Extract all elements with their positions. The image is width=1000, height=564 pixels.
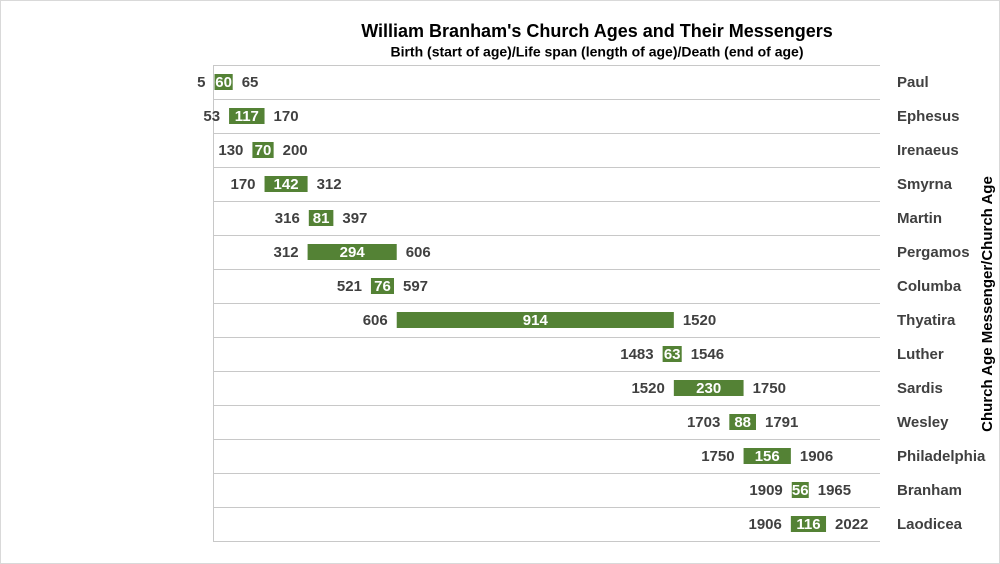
end-label: 170 (274, 108, 299, 125)
bar (729, 414, 756, 430)
y-axis-label: Church Age Messenger/Church Age (979, 176, 996, 432)
start-label: 130 (218, 142, 243, 159)
bar (396, 312, 674, 328)
end-label: 1791 (765, 414, 798, 431)
bar (229, 108, 265, 124)
bar (791, 482, 809, 498)
start-label: 170 (231, 176, 256, 193)
start-label: 1750 (701, 448, 734, 465)
bar (307, 244, 397, 260)
end-label: 1965 (818, 482, 851, 499)
category-label: Thyatira (897, 312, 956, 329)
bar (214, 74, 233, 90)
bar (662, 346, 682, 362)
bar (252, 142, 274, 158)
category-label: Sardis (897, 380, 943, 397)
start-label: 5 (197, 74, 205, 91)
end-label: 312 (317, 176, 342, 193)
category-label: Luther (897, 346, 944, 363)
category-label: Ephesus (897, 108, 960, 125)
bar-value-label: 70 (255, 142, 272, 159)
end-label: 2022 (835, 516, 868, 533)
category-label: Smyrna (897, 176, 953, 193)
bar-value-label: 914 (523, 312, 549, 329)
category-label: Martin (897, 210, 942, 227)
bar-value-label: 76 (374, 278, 391, 295)
end-label: 1546 (691, 346, 724, 363)
bar (370, 278, 394, 294)
bar-value-label: 116 (796, 516, 820, 533)
start-label: 316 (275, 210, 300, 227)
bar-value-label: 156 (755, 448, 780, 465)
bar-value-label: 117 (235, 108, 259, 125)
category-label: Columba (897, 278, 962, 295)
start-label: 1483 (620, 346, 653, 363)
bar-value-label: 88 (734, 414, 751, 431)
start-label: 53 (203, 108, 220, 125)
start-label: 1703 (687, 414, 720, 431)
category-label: Pergamos (897, 244, 970, 261)
category-label: Wesley (897, 414, 949, 431)
chart-title: William Branham's Church Ages and Their … (361, 21, 833, 41)
start-label: 521 (337, 278, 362, 295)
bar (264, 176, 308, 192)
bar-value-label: 56 (792, 482, 809, 499)
category-label: Philadelphia (897, 448, 986, 465)
bar (308, 210, 334, 226)
start-label: 312 (274, 244, 299, 261)
start-label: 606 (363, 312, 388, 329)
bar (790, 516, 827, 532)
end-label: 1750 (753, 380, 786, 397)
start-label: 1909 (749, 482, 782, 499)
bar-value-label: 230 (696, 380, 721, 397)
bar-value-label: 63 (664, 346, 681, 363)
bar-value-label: 142 (274, 176, 299, 193)
end-label: 1520 (683, 312, 716, 329)
end-label: 597 (403, 278, 428, 295)
category-label: Paul (897, 74, 929, 91)
category-label: Irenaeus (897, 142, 959, 159)
bar (673, 380, 744, 396)
end-label: 200 (283, 142, 308, 159)
chart-subtitle: Birth (start of age)/Life span (length o… (390, 44, 803, 60)
start-label: 1520 (631, 380, 664, 397)
end-label: 65 (242, 74, 259, 91)
bar-value-label: 294 (340, 244, 366, 261)
bar (743, 448, 791, 464)
start-label: 1906 (748, 516, 781, 533)
category-label: Branham (897, 482, 962, 499)
end-label: 1906 (800, 448, 833, 465)
bar-value-label: 81 (313, 210, 330, 227)
end-label: 397 (342, 210, 367, 227)
end-label: 606 (406, 244, 431, 261)
bar-value-label: 60 (215, 74, 232, 91)
category-label: Laodicea (897, 516, 963, 533)
